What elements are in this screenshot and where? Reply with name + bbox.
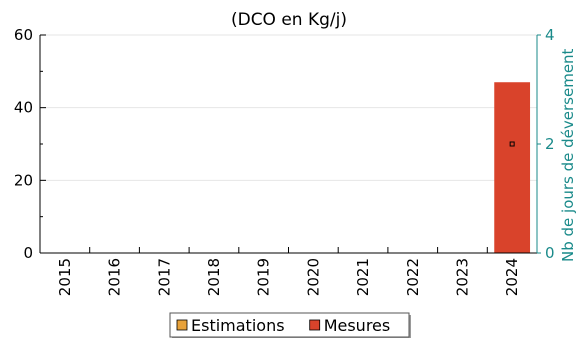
x-tick-labels: 2015 2016 2017 2018 2019 2020 2021 2022 2023 2024 <box>56 258 521 296</box>
y2-tick-label: 0 <box>545 244 555 262</box>
legend-box <box>169 312 410 338</box>
x-tick-label: 2016 <box>106 258 124 296</box>
bar-mesures-2024 <box>494 82 531 253</box>
axes <box>39 34 537 254</box>
bars <box>494 82 531 253</box>
y-tick-label: 0 <box>23 244 33 262</box>
y-tick-labels: 0 20 40 60 <box>14 26 33 262</box>
y-tick-label: 20 <box>14 171 33 189</box>
legend: Estimations Mesures <box>169 312 411 338</box>
legend-label-mesures: Mesures <box>324 316 391 335</box>
y2-tick-label: 4 <box>545 26 555 44</box>
x-tick-label: 2018 <box>205 258 223 296</box>
y-tick-label: 60 <box>14 26 33 44</box>
x-tick-label: 2022 <box>404 258 422 296</box>
legend-swatch-mesures <box>309 319 321 331</box>
secondary-axis: 0 2 4Nb de jours de déversement <box>536 26 576 262</box>
legend-label-estimations: Estimations <box>191 316 285 335</box>
x-tick-label: 2019 <box>255 258 273 296</box>
x-tick-label: 2017 <box>155 258 173 296</box>
y2-tick-label: 2 <box>545 135 555 153</box>
x-tick-label: 2015 <box>56 258 74 296</box>
x-tick-label: 2024 <box>503 258 521 296</box>
gridlines <box>40 34 537 181</box>
secondary-points <box>509 141 515 147</box>
x-tick-label: 2020 <box>304 258 322 296</box>
chart-title: (DCO en Kg/j) <box>231 10 347 30</box>
point-jours-2024 <box>509 141 515 147</box>
y-tick-label: 40 <box>14 99 33 117</box>
legend-swatch-estimations <box>176 319 188 331</box>
y2-axis-label: Nb de jours de déversement <box>559 48 576 262</box>
x-tick-label: 2021 <box>354 258 372 296</box>
x-tick-label: 2023 <box>453 258 471 296</box>
